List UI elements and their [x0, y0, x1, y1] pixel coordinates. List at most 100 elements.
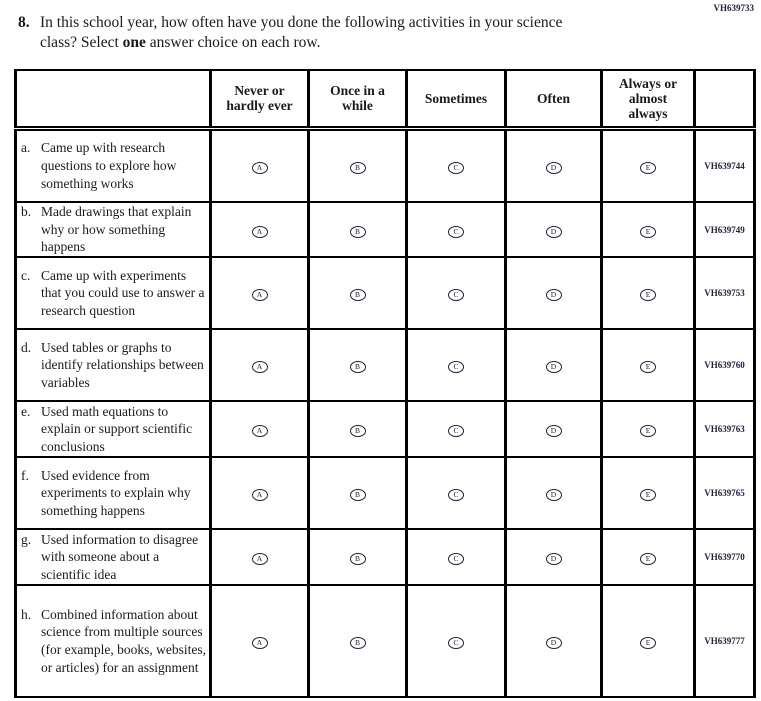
answer-bubble[interactable]: A: [251, 161, 268, 174]
answer-bubble[interactable]: E: [640, 425, 656, 437]
answer-bubble[interactable]: C: [448, 637, 464, 649]
answer-bubble[interactable]: A: [251, 289, 268, 301]
row-code: VH639753: [693, 256, 756, 330]
row-code: VH639765: [693, 456, 756, 530]
header-never: Never or hardly ever: [209, 69, 310, 131]
answer-cell-a: A: [209, 400, 310, 458]
answer-cell-e: E: [600, 256, 696, 330]
table-row-c: c. Came up with experiments that you cou…: [14, 256, 756, 330]
row-letter: c.: [21, 267, 31, 283]
row-letter: g.: [21, 531, 32, 547]
answer-bubble[interactable]: A: [251, 425, 268, 437]
answer-bubble[interactable]: D: [545, 425, 562, 437]
answer-bubble[interactable]: E: [640, 637, 656, 649]
answer-bubble[interactable]: E: [640, 225, 656, 238]
header-blank-code: [693, 69, 756, 131]
answer-cell-c: C: [405, 127, 507, 203]
answer-cell-d: D: [504, 256, 603, 330]
answer-bubble[interactable]: B: [349, 361, 366, 373]
answer-bubble[interactable]: C: [448, 225, 464, 238]
answer-bubble[interactable]: B: [349, 637, 366, 649]
answer-bubble[interactable]: B: [349, 289, 366, 301]
item-cell: d. Used tables or graphs to identify rel…: [14, 328, 212, 402]
question-text-line2-pre: class? Select: [40, 34, 123, 52]
answer-bubble[interactable]: A: [251, 553, 268, 565]
answer-bubble[interactable]: C: [448, 489, 464, 501]
row-letter: d.: [21, 339, 32, 355]
answer-bubble[interactable]: B: [349, 425, 366, 437]
item-cell: e. Used math equations to explain or sup…: [14, 400, 212, 458]
row-code: VH639744: [693, 127, 756, 203]
answer-cell-a: A: [209, 456, 310, 530]
answer-cell-c: C: [405, 400, 507, 458]
answer-bubble[interactable]: C: [448, 553, 464, 565]
row-code: VH639749: [693, 201, 756, 258]
row-code: VH639763: [693, 400, 756, 458]
row-code: VH639770: [693, 528, 756, 586]
answer-bubble[interactable]: D: [545, 553, 562, 565]
answer-bubble[interactable]: D: [545, 637, 562, 649]
answer-cell-d: D: [504, 400, 603, 458]
answer-bubble[interactable]: A: [251, 361, 268, 373]
table-row-d: d. Used tables or graphs to identify rel…: [14, 328, 756, 402]
answer-bubble[interactable]: D: [545, 289, 562, 301]
answer-bubble[interactable]: B: [349, 225, 366, 238]
row-letter: b.: [21, 204, 32, 220]
table-row-h: h. Combined information about science fr…: [14, 584, 756, 698]
answer-cell-c: C: [405, 528, 507, 586]
answer-cell-b: B: [307, 328, 408, 402]
question-number: 8.: [18, 14, 30, 31]
row-code: VH639777: [693, 584, 756, 698]
answer-bubble[interactable]: C: [448, 289, 464, 301]
answer-bubble[interactable]: A: [251, 637, 268, 649]
answer-bubble[interactable]: B: [349, 489, 366, 501]
answer-bubble[interactable]: B: [349, 161, 366, 174]
row-letter: a.: [21, 140, 31, 156]
question-text-line2-post: answer choice on each row.: [145, 34, 321, 52]
answer-cell-e: E: [600, 528, 696, 586]
answer-cell-a: A: [209, 528, 310, 586]
answer-cell-e: E: [600, 400, 696, 458]
item-cell: a. Came up with research questions to ex…: [14, 127, 212, 203]
answer-bubble[interactable]: C: [448, 161, 464, 174]
answer-bubble[interactable]: E: [640, 161, 656, 174]
answer-cell-b: B: [307, 201, 408, 258]
answer-cell-c: C: [405, 201, 507, 258]
answer-cell-b: B: [307, 256, 408, 330]
answer-cell-a: A: [209, 328, 310, 402]
answer-bubble[interactable]: E: [640, 489, 656, 501]
page-code: VH639733: [713, 3, 755, 13]
answer-bubble[interactable]: D: [545, 161, 562, 174]
table-row-a: a. Came up with research questions to ex…: [14, 127, 756, 203]
answer-cell-a: A: [209, 127, 310, 203]
row-text: Came up with research questions to explo…: [41, 140, 177, 191]
row-text: Combined information about science from …: [41, 606, 206, 675]
answer-bubble[interactable]: E: [640, 553, 656, 565]
answer-bubble[interactable]: E: [640, 289, 656, 301]
answer-cell-d: D: [504, 584, 603, 698]
answer-bubble[interactable]: A: [251, 225, 268, 238]
answer-cell-c: C: [405, 584, 507, 698]
item-cell: c. Came up with experiments that you cou…: [14, 256, 212, 330]
answer-cell-a: A: [209, 256, 310, 330]
answer-cell-d: D: [504, 127, 603, 203]
answer-bubble[interactable]: C: [448, 361, 464, 373]
item-cell: g. Used information to disagree with som…: [14, 528, 212, 586]
answer-bubble[interactable]: D: [545, 361, 562, 373]
answer-cell-b: B: [307, 456, 408, 530]
row-letter: h.: [21, 606, 32, 622]
answer-cell-e: E: [600, 127, 696, 203]
answer-cell-b: B: [307, 400, 408, 458]
answer-bubble[interactable]: A: [251, 489, 268, 501]
answer-bubble[interactable]: D: [545, 489, 562, 501]
answer-cell-b: B: [307, 584, 408, 698]
answer-bubble[interactable]: B: [349, 553, 366, 565]
question-text: In this school year, how often have you …: [40, 13, 678, 53]
row-letter: f.: [21, 467, 29, 483]
answer-bubble[interactable]: E: [640, 361, 656, 373]
answer-bubble[interactable]: D: [545, 225, 562, 238]
answer-cell-d: D: [504, 528, 603, 586]
answer-cell-e: E: [600, 456, 696, 530]
row-code: VH639760: [693, 328, 756, 402]
answer-bubble[interactable]: C: [448, 425, 464, 437]
